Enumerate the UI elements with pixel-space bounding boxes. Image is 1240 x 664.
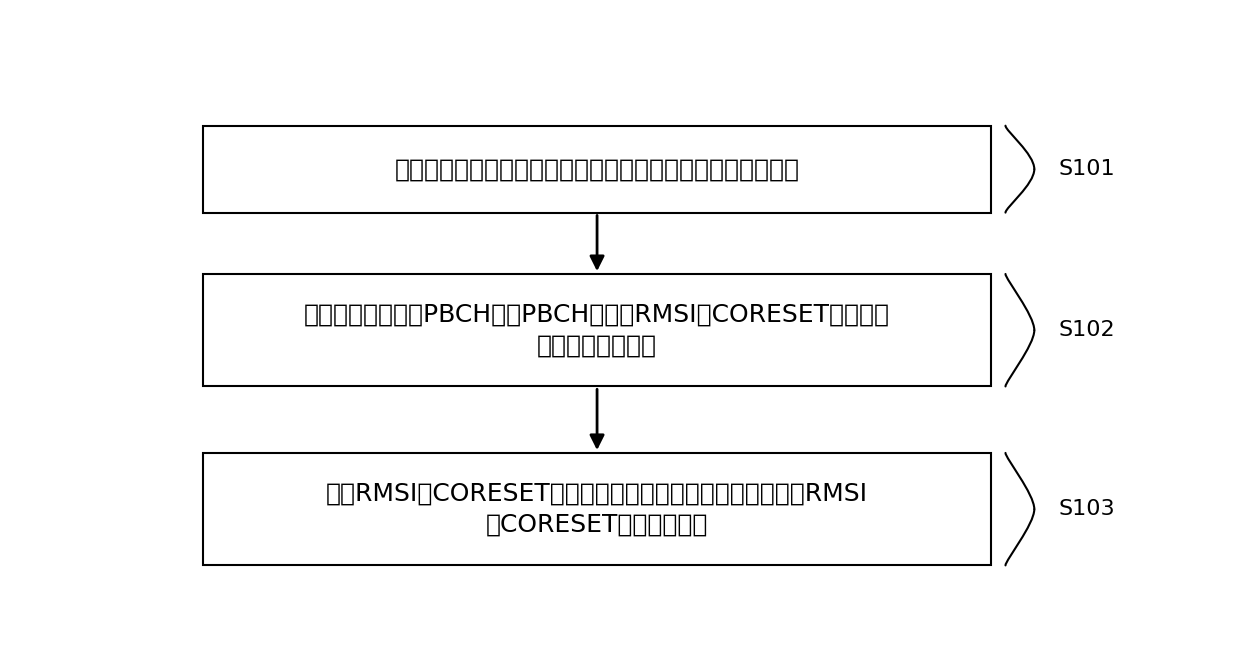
Text: 获取同步信号块的PBCH，该PBCH中携带RMSI的CORESET对应的时: 获取同步信号块的PBCH，该PBCH中携带RMSI的CORESET对应的时 [304,303,890,327]
Text: S101: S101 [1059,159,1115,179]
Text: 的CORESET时频资源位置: 的CORESET时频资源位置 [486,513,708,537]
Bar [203,453,991,566]
Text: S103: S103 [1059,499,1115,519]
Text: 根据RMSI的CORESET对应的时域信息和频域信息，获取对应RMSI: 根据RMSI的CORESET对应的时域信息和频域信息，获取对应RMSI [326,482,868,506]
Bar [203,274,991,386]
Text: 接收基站发送的同步信号，确定该同步信号对应的同步信号块: 接收基站发送的同步信号，确定该同步信号对应的同步信号块 [394,157,800,181]
Bar [203,125,991,212]
Text: S102: S102 [1059,320,1115,340]
Text: 域信息和频域信息: 域信息和频域信息 [537,333,657,357]
